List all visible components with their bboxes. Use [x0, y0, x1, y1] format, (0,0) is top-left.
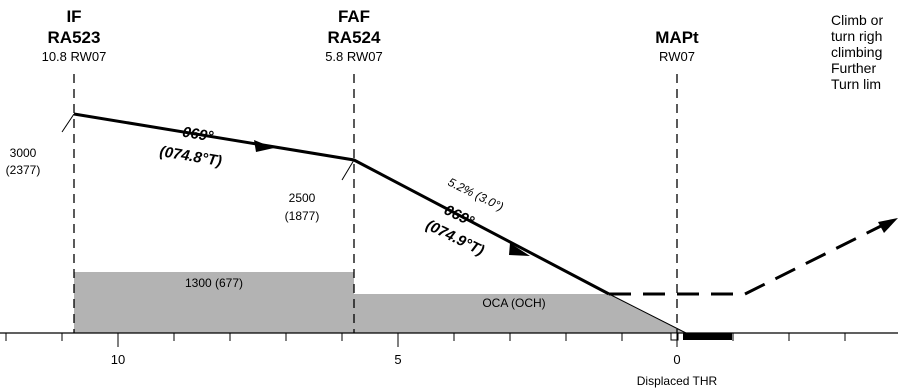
missed-approach-line-3: climbing	[831, 44, 882, 60]
initial-track-true: (074.8°T)	[158, 143, 223, 170]
missed-approach-path	[609, 222, 886, 296]
intermediate-minimum-label: 1300 (677)	[185, 276, 243, 290]
faf-height: (1877)	[285, 209, 320, 223]
scale-label-10: 10	[111, 352, 125, 367]
if-fix-distance: 10.8 RW07	[42, 49, 107, 64]
initial-track-magnetic: 069°	[181, 124, 215, 146]
distance-scale-ticks	[5, 333, 846, 347]
missed-approach-arrow	[878, 218, 898, 233]
final-track-arrow	[509, 243, 530, 256]
descent-path	[73, 112, 610, 296]
if-fix-id: RA523	[48, 28, 101, 47]
runway-bar	[683, 333, 732, 340]
scale-label-5: 5	[394, 352, 401, 367]
glide-extension-line	[608, 293, 687, 334]
missed-approach-line-5: Turn lim	[831, 76, 881, 92]
scale-label-0: 0	[673, 352, 680, 367]
missed-approach-line-2: turn righ	[831, 28, 882, 44]
intermediate-segment-box	[74, 272, 354, 333]
if-height: (2377)	[6, 163, 41, 177]
faf-fix-distance: 5.8 RW07	[325, 49, 383, 64]
faf-altitude: 2500	[289, 191, 316, 205]
mapt-fix-distance: RW07	[659, 49, 695, 64]
final-segment-box	[354, 294, 686, 333]
if-fix-name: IF	[66, 7, 81, 26]
if-altitude-leader	[61, 113, 75, 133]
missed-approach-line-4: Further	[831, 60, 876, 76]
if-altitude: 3000	[10, 146, 37, 160]
faf-fix-id: RA524	[328, 28, 381, 47]
displaced-threshold-label: Displaced THR	[637, 374, 718, 388]
faf-fix-name: FAF	[338, 7, 370, 26]
faf-altitude-leader	[341, 159, 355, 181]
final-minimum-label: OCA (OCH)	[482, 296, 545, 310]
initial-track-arrow	[254, 140, 274, 152]
mapt-fix-name: MAPt	[655, 28, 699, 47]
displaced-threshold-box	[670, 332, 679, 341]
missed-approach-line-1: Climb or	[831, 12, 883, 28]
